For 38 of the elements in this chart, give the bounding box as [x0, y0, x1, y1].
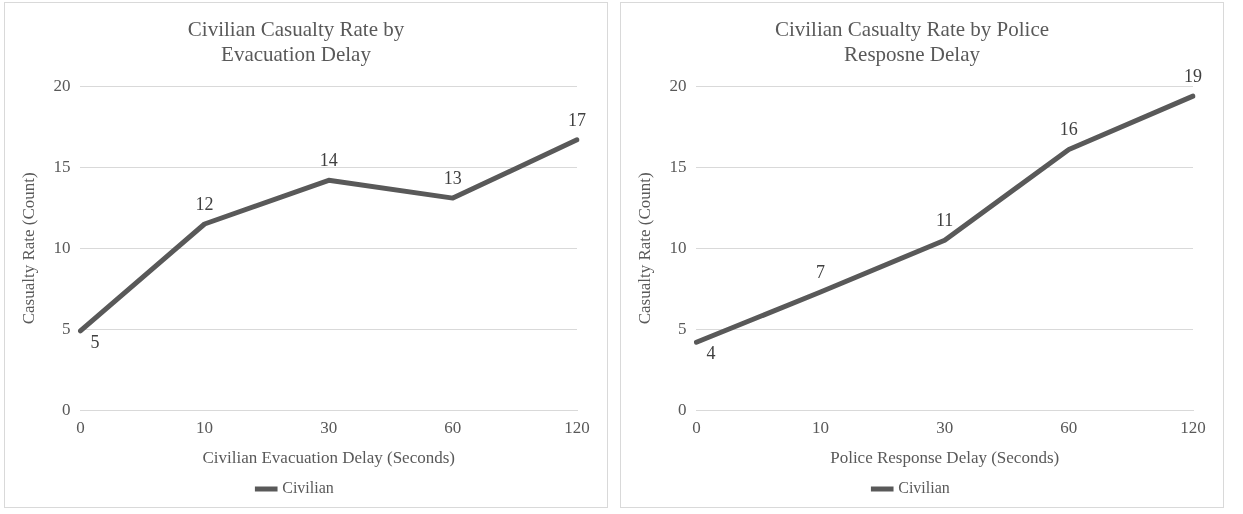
- y-axis-title: Casualty Rate (Count): [634, 172, 654, 325]
- data-label: 4: [706, 342, 716, 363]
- y-tick-label: 5: [61, 318, 71, 338]
- x-tick-label: 10: [196, 417, 214, 437]
- data-label: 13: [443, 167, 462, 188]
- data-label: 16: [1059, 119, 1078, 140]
- x-axis-title: Civilian Evacuation Delay (Seconds): [202, 448, 455, 468]
- y-tick-label: 15: [669, 156, 687, 176]
- legend-label: Civilian: [898, 479, 950, 497]
- x-tick-label: 0: [692, 417, 701, 437]
- y-tick-label: 20: [669, 75, 687, 95]
- y-tick-label: 10: [669, 237, 687, 257]
- y-tick-label: 20: [53, 75, 71, 95]
- x-tick-label: 30: [320, 417, 338, 437]
- data-label: 17: [568, 109, 586, 130]
- x-tick-label: 30: [936, 417, 954, 437]
- y-tick-label: 0: [61, 399, 71, 419]
- y-tick-label: 10: [53, 237, 71, 257]
- x-tick-label: 120: [1180, 417, 1206, 437]
- data-label: 5: [90, 331, 100, 352]
- chart-title: Civilian Casualty Rate by Police Resposne Delay: [774, 17, 1050, 67]
- legend-label: Civilian: [282, 479, 334, 497]
- data-label: 14: [319, 150, 338, 171]
- data-label: 7: [816, 261, 826, 282]
- y-axis-title: Casualty Rate (Count): [18, 172, 38, 325]
- y-tick-label: 0: [677, 399, 687, 419]
- data-label: 12: [195, 193, 214, 214]
- x-tick-label: 120: [564, 417, 590, 437]
- x-tick-label: 60: [444, 417, 462, 437]
- x-axis-title: Police Response Delay (Seconds): [830, 448, 1060, 468]
- y-tick-label: 15: [53, 156, 71, 176]
- x-tick-label: 0: [76, 417, 85, 437]
- x-tick-label: 60: [1060, 417, 1078, 437]
- chart-title: Civilian Casualty Rate by Evacuation Delay: [187, 17, 405, 67]
- data-label: 19: [1184, 65, 1202, 86]
- x-tick-label: 10: [812, 417, 830, 437]
- y-tick-label: 5: [677, 318, 687, 338]
- data-label: 11: [936, 209, 954, 230]
